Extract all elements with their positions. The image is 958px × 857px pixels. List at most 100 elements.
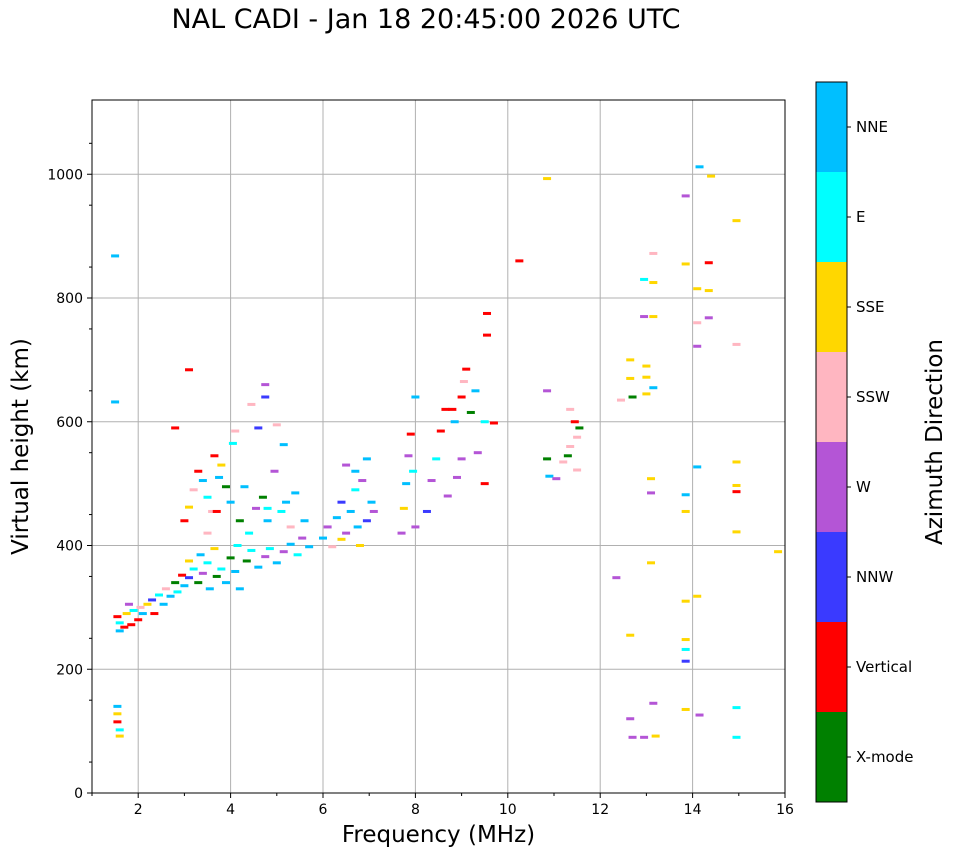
data-point bbox=[111, 400, 120, 404]
colorbar-label: W bbox=[856, 478, 871, 496]
data-point bbox=[226, 500, 235, 504]
data-point bbox=[254, 426, 263, 430]
data-point bbox=[732, 490, 741, 494]
data-point bbox=[258, 495, 267, 499]
data-point bbox=[404, 454, 413, 458]
data-point bbox=[774, 550, 783, 554]
data-point bbox=[552, 477, 561, 481]
data-point bbox=[166, 594, 175, 598]
data-point bbox=[300, 519, 309, 523]
data-point bbox=[337, 537, 346, 541]
data-point bbox=[122, 612, 131, 616]
data-point bbox=[261, 395, 270, 399]
colorbar-segment bbox=[816, 82, 847, 172]
data-point bbox=[483, 311, 492, 315]
data-point bbox=[575, 426, 584, 430]
data-point bbox=[298, 536, 307, 540]
data-point bbox=[681, 262, 690, 266]
data-point bbox=[473, 451, 482, 455]
data-point bbox=[355, 544, 364, 547]
data-point bbox=[120, 625, 129, 629]
data-point bbox=[203, 495, 212, 499]
x-tick-label: 10 bbox=[499, 802, 517, 818]
data-point bbox=[640, 277, 649, 281]
data-point bbox=[422, 509, 431, 513]
x-tick-label: 4 bbox=[226, 802, 235, 818]
data-point bbox=[402, 482, 411, 486]
data-point bbox=[411, 525, 420, 529]
data-point bbox=[695, 165, 704, 169]
data-point bbox=[399, 506, 408, 510]
data-point bbox=[462, 367, 471, 371]
data-point bbox=[272, 561, 281, 565]
data-point bbox=[351, 469, 360, 473]
data-point bbox=[196, 553, 205, 557]
data-point bbox=[279, 550, 288, 554]
colorbar-label: NNW bbox=[856, 568, 893, 586]
data-point bbox=[115, 728, 124, 732]
data-point bbox=[369, 509, 378, 513]
colorbar-label: SSE bbox=[856, 298, 885, 316]
data-point bbox=[286, 525, 295, 529]
data-point bbox=[254, 565, 263, 569]
data-point bbox=[559, 460, 568, 464]
data-point bbox=[198, 571, 207, 575]
data-point bbox=[448, 407, 457, 411]
data-point bbox=[180, 519, 189, 523]
data-point bbox=[642, 375, 651, 379]
y-axis-label: Virtual height (km) bbox=[8, 338, 34, 555]
data-point bbox=[693, 344, 702, 348]
data-point bbox=[480, 482, 489, 486]
data-point bbox=[286, 542, 295, 546]
data-point bbox=[471, 389, 480, 393]
data-point bbox=[626, 633, 635, 637]
data-point bbox=[194, 469, 203, 473]
data-point bbox=[612, 576, 621, 580]
colorbar-segment bbox=[816, 442, 847, 532]
data-point bbox=[138, 612, 147, 616]
data-point bbox=[233, 544, 242, 547]
data-point bbox=[480, 420, 489, 424]
data-point bbox=[543, 389, 552, 393]
data-point bbox=[134, 618, 143, 622]
colorbar-label: X-mode bbox=[856, 748, 913, 766]
data-point bbox=[180, 584, 189, 588]
colorbar-segment bbox=[816, 262, 847, 352]
data-point bbox=[115, 621, 124, 625]
colorbar-label: SSW bbox=[856, 388, 890, 406]
data-point bbox=[411, 395, 420, 399]
data-point bbox=[277, 509, 286, 513]
data-point bbox=[113, 712, 122, 716]
data-point bbox=[681, 493, 690, 497]
data-point bbox=[681, 707, 690, 711]
data-point bbox=[681, 638, 690, 642]
data-point bbox=[228, 441, 237, 445]
data-point bbox=[323, 525, 332, 529]
data-point bbox=[150, 612, 159, 616]
data-point bbox=[566, 445, 575, 448]
data-point bbox=[337, 500, 346, 504]
data-point bbox=[640, 735, 649, 739]
data-point bbox=[127, 623, 136, 627]
data-point bbox=[221, 581, 230, 585]
data-point bbox=[111, 254, 120, 258]
data-point bbox=[189, 567, 198, 571]
data-point bbox=[649, 281, 658, 285]
data-point bbox=[732, 483, 741, 487]
data-point bbox=[185, 576, 194, 580]
data-point bbox=[143, 602, 152, 606]
data-point bbox=[642, 392, 651, 396]
data-point bbox=[732, 735, 741, 739]
data-point bbox=[221, 485, 230, 489]
colorbar-segment bbox=[816, 622, 847, 712]
data-point bbox=[261, 383, 270, 387]
y-tick-label: 200 bbox=[56, 662, 83, 678]
data-point bbox=[282, 500, 291, 504]
data-point bbox=[215, 475, 224, 479]
data-point bbox=[483, 333, 492, 337]
data-point bbox=[732, 219, 741, 223]
data-point bbox=[693, 594, 702, 598]
data-points bbox=[111, 165, 783, 739]
grid-lines bbox=[92, 100, 785, 793]
